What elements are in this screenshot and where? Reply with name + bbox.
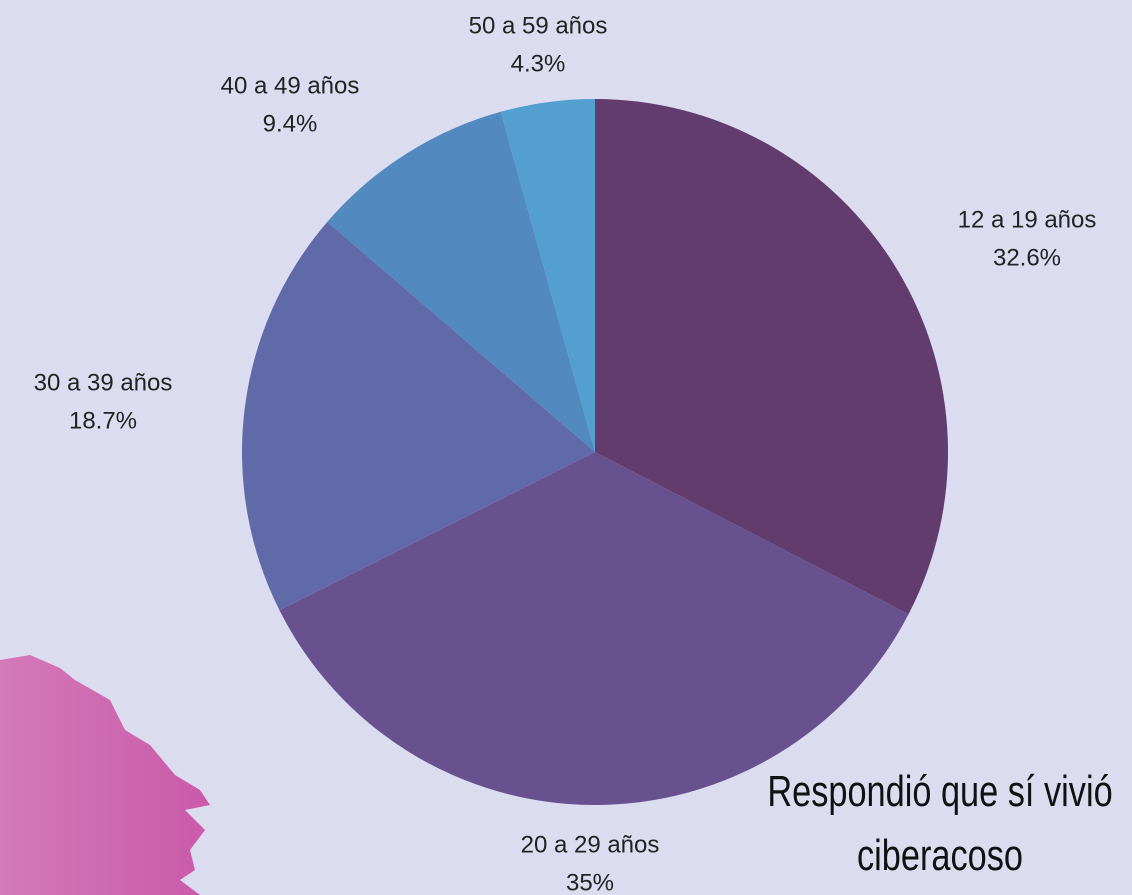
slice-value-label: 35% xyxy=(566,869,614,895)
slice-label: 40 a 49 años xyxy=(221,72,360,99)
slice-label: 30 a 39 años xyxy=(34,369,173,396)
slice-value-label: 32.6% xyxy=(993,244,1061,271)
slice-value-label: 9.4% xyxy=(263,110,318,137)
page: 12 a 19 años 32.6% 20 a 29 años 35% 30 a 39 … xyxy=(0,0,1132,895)
slice-label: 50 a 59 años xyxy=(469,12,608,39)
pie xyxy=(242,99,948,805)
chart-title: Respondió que sí vivió ciberacoso xyxy=(745,760,1132,888)
slice-label: 20 a 29 años xyxy=(521,831,660,858)
slice-label: 12 a 19 años xyxy=(958,206,1097,233)
decoration xyxy=(0,655,210,895)
slice-value-label: 18.7% xyxy=(69,407,137,434)
slice-value-label: 4.3% xyxy=(511,50,566,77)
